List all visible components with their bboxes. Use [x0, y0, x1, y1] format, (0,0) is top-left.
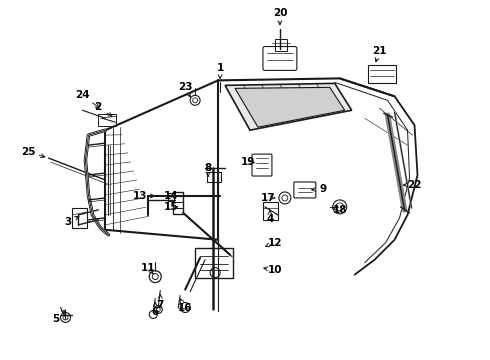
Bar: [168, 193, 174, 201]
Bar: [195, 248, 233, 278]
Text: 5: 5: [52, 314, 59, 324]
Bar: [73, 208, 87, 228]
Text: 24: 24: [75, 90, 90, 100]
Text: 22: 22: [407, 180, 422, 190]
Bar: [207, 172, 221, 182]
Text: 25: 25: [22, 147, 36, 157]
Text: 23: 23: [178, 82, 193, 93]
Text: 16: 16: [178, 302, 193, 312]
Text: 8: 8: [204, 163, 212, 173]
Text: 18: 18: [333, 205, 347, 215]
Text: 21: 21: [372, 45, 387, 55]
Text: 7: 7: [156, 300, 164, 310]
Text: 4: 4: [266, 214, 273, 224]
Polygon shape: [225, 84, 352, 130]
Text: 1: 1: [217, 63, 224, 73]
Text: 6: 6: [151, 307, 159, 318]
Text: 11: 11: [141, 263, 155, 273]
Text: 17: 17: [261, 193, 275, 203]
Text: 20: 20: [272, 8, 287, 18]
Bar: [263, 202, 278, 220]
Text: 15: 15: [164, 202, 178, 212]
Text: 12: 12: [268, 238, 282, 248]
Polygon shape: [235, 87, 345, 127]
Bar: [98, 114, 116, 126]
Bar: [368, 66, 395, 84]
Bar: [173, 192, 183, 214]
Text: 3: 3: [64, 217, 71, 227]
Text: 2: 2: [94, 102, 101, 112]
Bar: [275, 39, 287, 50]
Text: 9: 9: [319, 184, 326, 194]
Text: 13: 13: [133, 191, 147, 201]
Text: 19: 19: [241, 157, 255, 167]
Text: 10: 10: [268, 265, 282, 275]
Text: 14: 14: [164, 191, 178, 201]
